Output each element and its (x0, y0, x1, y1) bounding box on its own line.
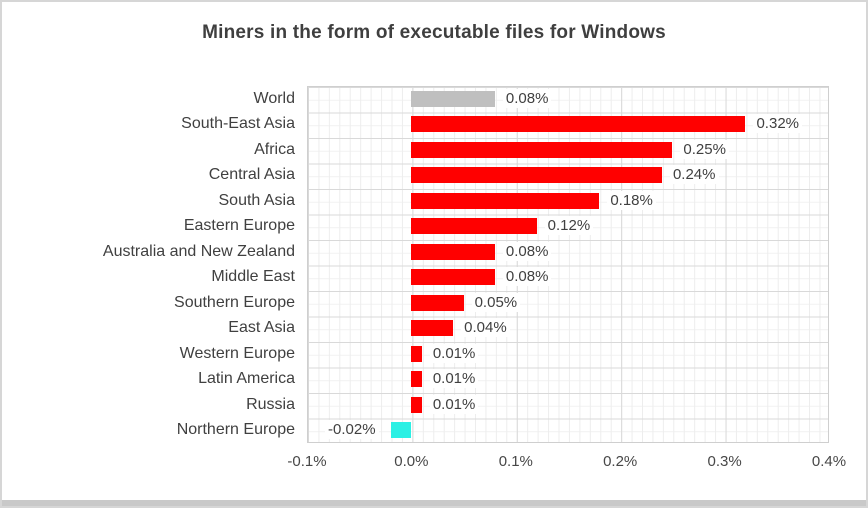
bar-russia (411, 396, 422, 413)
x-tick-label: 0.0% (394, 453, 429, 470)
category-label: Western Europe (179, 344, 295, 362)
bar-central-asia (411, 167, 662, 184)
bar-south-east-asia (411, 116, 746, 133)
frame-bottom-strip (2, 500, 866, 506)
category-label: South Asia (218, 191, 296, 209)
value-label: 0.24% (669, 165, 719, 185)
category-label: South-East Asia (181, 115, 295, 133)
value-label: 0.08% (502, 88, 552, 108)
category-label: Central Asia (208, 166, 295, 184)
x-tick-label: 0.2% (603, 453, 638, 470)
value-label: 0.25% (680, 139, 729, 159)
category-label: Latin America (198, 370, 295, 388)
category-label: East Asia (228, 319, 295, 337)
x-tick-label: 0.4% (811, 453, 847, 470)
bar-eastern-europe (411, 218, 537, 235)
value-label: -0.02% (325, 420, 379, 440)
category-label: Northern Europe (176, 421, 295, 439)
category-label: Eastern Europe (183, 217, 295, 235)
chart-title: Miners in the form of executable files f… (202, 22, 666, 43)
bar-southern-europe (411, 294, 464, 311)
category-label: Russia (246, 395, 295, 413)
value-label: 0.04% (461, 318, 510, 338)
value-label: 0.18% (607, 190, 656, 210)
category-label: World (253, 89, 296, 107)
value-label: 0.01% (429, 369, 479, 389)
category-label: Africa (254, 140, 295, 158)
bar-africa (411, 141, 673, 158)
bar-south-asia (411, 192, 600, 209)
plot-area (307, 86, 829, 443)
value-label: 0.32% (753, 114, 803, 134)
value-label: 0.05% (471, 292, 521, 312)
bar-northern-europe (390, 422, 412, 439)
x-tick-label: 0.3% (707, 453, 742, 470)
category-label: Middle East (211, 268, 295, 286)
bar-western-europe (411, 345, 422, 362)
value-label: 0.08% (502, 241, 552, 261)
x-tick-label: -0.1% (287, 453, 327, 470)
category-label: Southern Europe (174, 293, 295, 311)
value-label: 0.08% (502, 267, 552, 287)
value-label: 0.01% (429, 343, 479, 363)
bar-east-asia (411, 320, 454, 337)
bar-australia-and-new-zealand (411, 243, 495, 260)
x-tick-label: 0.1% (498, 453, 533, 470)
bar-world (411, 90, 495, 107)
value-label: 0.12% (544, 216, 594, 236)
bar-latin-america (411, 371, 422, 388)
value-label: 0.01% (429, 394, 479, 414)
category-label: Australia and New Zealand (102, 242, 295, 260)
bar-middle-east (411, 269, 495, 286)
